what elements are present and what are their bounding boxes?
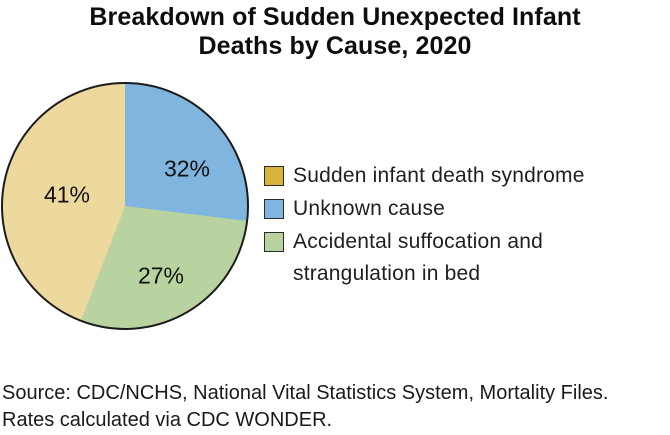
source-note: Source: CDC/NCHS, National Vital Statist… bbox=[2, 382, 609, 431]
legend: Sudden infant death syndrome Unknown caus… bbox=[264, 160, 664, 291]
slice-label-sids: 41% bbox=[43, 181, 91, 208]
pie-chart: 41% 32% 27% bbox=[1, 82, 249, 330]
legend-label: Accidental suffocation and strangulation… bbox=[293, 230, 543, 285]
legend-item: Sudden infant death syndrome bbox=[264, 160, 664, 192]
legend-label: Unknown cause bbox=[293, 197, 446, 220]
chart-title: Breakdown of Sudden Unexpected Infant De… bbox=[89, 3, 581, 60]
legend-label: Sudden infant death syndrome bbox=[293, 164, 585, 187]
legend-item: Accidental suffocation and strangulation… bbox=[264, 226, 664, 290]
pie-circle bbox=[1, 82, 249, 330]
legend-swatch bbox=[264, 166, 284, 186]
legend-swatch bbox=[264, 199, 284, 219]
legend-item: Unknown cause bbox=[264, 193, 664, 225]
slice-label-unknown-cause: 32% bbox=[163, 155, 211, 182]
legend-swatch bbox=[264, 232, 284, 252]
slice-label-accidental-suffocation: 27% bbox=[137, 262, 185, 289]
